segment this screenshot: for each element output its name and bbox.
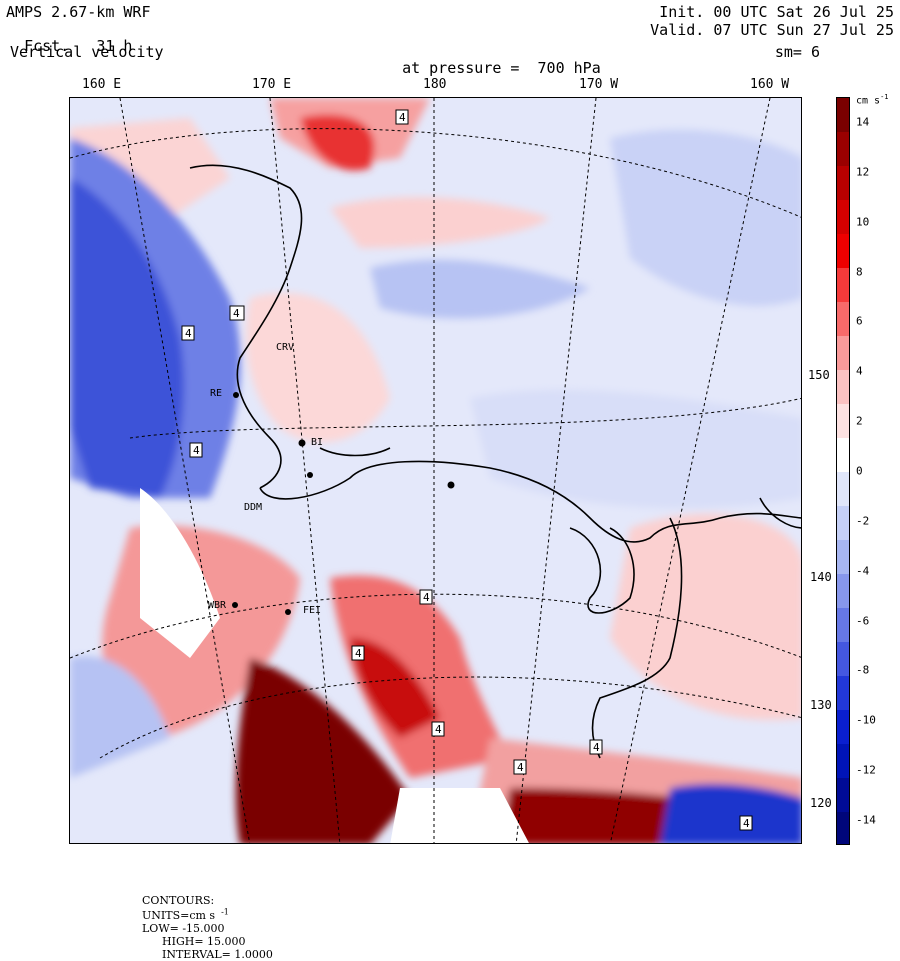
colorbar-tick-label: -6 [856,614,870,628]
valid-time: Valid. 07 UTC Sun 27 Jul 25 [650,21,894,39]
station-label-bi: BI [311,437,324,448]
contour-labels: 4 4 4 4 4 4 4 4 4 4 [181,109,753,831]
colorbar-swatch [837,506,849,541]
colorbar-swatch [837,200,849,235]
smoothing: sm= 6 [774,43,820,61]
colorbar-tick-label: -10 [856,713,876,727]
lat-label-150w: 150 W [808,368,845,382]
lon-label-160w: 160 W [750,77,790,92]
station-label-re: RE [210,388,223,399]
interval-value: INTERVAL= 1.0000 [162,947,273,961]
colorbar-swatch [837,336,849,371]
station-label-wbr: WBR [208,600,227,611]
colorbar-tick-label: 8 [856,265,863,279]
vertical-velocity-map: 4 4 4 4 4 4 4 4 4 4 CRV RE BI DDM WBR FE… [69,97,802,844]
ice-shelf-area [140,488,220,658]
svg-text:4: 4 [743,817,750,830]
colorbar-swatch [837,234,849,269]
colorbar-tick-label: 0 [856,464,863,478]
field-blobs [70,98,801,843]
colorbar-tick-label: 12 [856,165,870,179]
colorbar-swatch [837,438,849,473]
colorbar-swatch [837,404,849,439]
colorbar-swatch [837,778,849,813]
colorbar-swatch [837,812,849,844]
colorbar-swatch [837,98,849,133]
colorbar [836,97,850,845]
pressure-level: at pressure = 700 hPa [384,44,601,76]
svg-text:4: 4 [355,647,362,660]
level-value: 700 hPa [537,59,601,77]
station-markers [232,392,455,615]
graticule [70,98,801,843]
contour-info: CONTOURS: UNITS=cm s -1 LOW= -15.000 HIGH… [135,881,279,961]
units-exp: -1 [221,907,229,916]
svg-text:4: 4 [185,327,192,340]
colorbar-swatch [837,608,849,643]
colorbar-swatch [837,302,849,337]
colorbar-swatch [837,540,849,575]
colorbar-tick-label: -14 [856,813,876,827]
colorbar-swatch [837,166,849,201]
station-label-ddm: DDM [244,502,263,513]
colorbar-swatch [837,370,849,405]
station-label-fei: FEI [303,605,322,616]
colorbar-tick-label: 14 [856,115,870,129]
station-label-crv: CRV [276,342,295,353]
colorbar-swatch [837,132,849,167]
colorbar-tick-label: -12 [856,763,876,777]
forecast-hour: Fcst. 31 h [6,22,132,54]
lon-label-170w: 170 W [579,77,619,92]
colorbar-swatch [837,744,849,779]
colorbar-swatch [837,710,849,745]
lon-label-160e: 160 E [82,77,122,92]
colorbar-tick-label: -2 [856,514,870,528]
forecast-label: Fcst. [24,37,70,55]
colorbar-units-text: cm s [856,95,881,107]
svg-text:4: 4 [399,111,406,124]
map-canvas: 4 4 4 4 4 4 4 4 4 4 [70,98,801,843]
units-label: UNITS=cm s [142,908,216,922]
colorbar-swatch [837,574,849,609]
init-time: Init. 00 UTC Sat 26 Jul 25 [659,3,894,21]
colorbar-tick-label: 2 [856,414,863,428]
high-value: HIGH= 15.000 [162,934,246,948]
colorbar-labels: cm s-1 14 12 10 8 6 4 2 0 -2 -4 -6 -8 -10 -12 -14 [856,93,900,845]
colorbar-tick-label: -4 [856,564,870,578]
svg-text:4: 4 [517,761,524,774]
colorbar-units: cm s-1 [856,93,889,106]
colorbar-tick-label: 10 [856,215,870,229]
colorbar-units-exp: -1 [880,93,889,101]
svg-text:4: 4 [423,591,430,604]
colorbar-tick-label: 4 [856,364,863,378]
svg-text:4: 4 [435,723,442,736]
terrain-gap [390,788,529,843]
lon-label-180: 180 [423,77,447,92]
contours-label: CONTOURS: [142,894,215,907]
colorbar-swatch [837,268,849,303]
colorbar-swatch [837,472,849,507]
lon-label-170e: 170 E [252,77,292,92]
colorbar-tick-label: -8 [856,663,870,677]
svg-text:4: 4 [233,307,240,320]
level-label: at pressure = [402,59,520,77]
field-name: Vertical velocity [10,43,164,61]
colorbar-tick-label: 6 [856,314,863,328]
colorbar-swatch [837,676,849,711]
colorbar-swatch [837,642,849,677]
forecast-value: 31 h [96,37,133,55]
svg-text:4: 4 [193,444,200,457]
low-value: LOW= -15.000 [142,921,225,935]
svg-text:4: 4 [593,741,600,754]
units-text: UNITS=cm s -1 [142,907,229,922]
model-title: AMPS 2.67-km WRF [6,3,151,21]
